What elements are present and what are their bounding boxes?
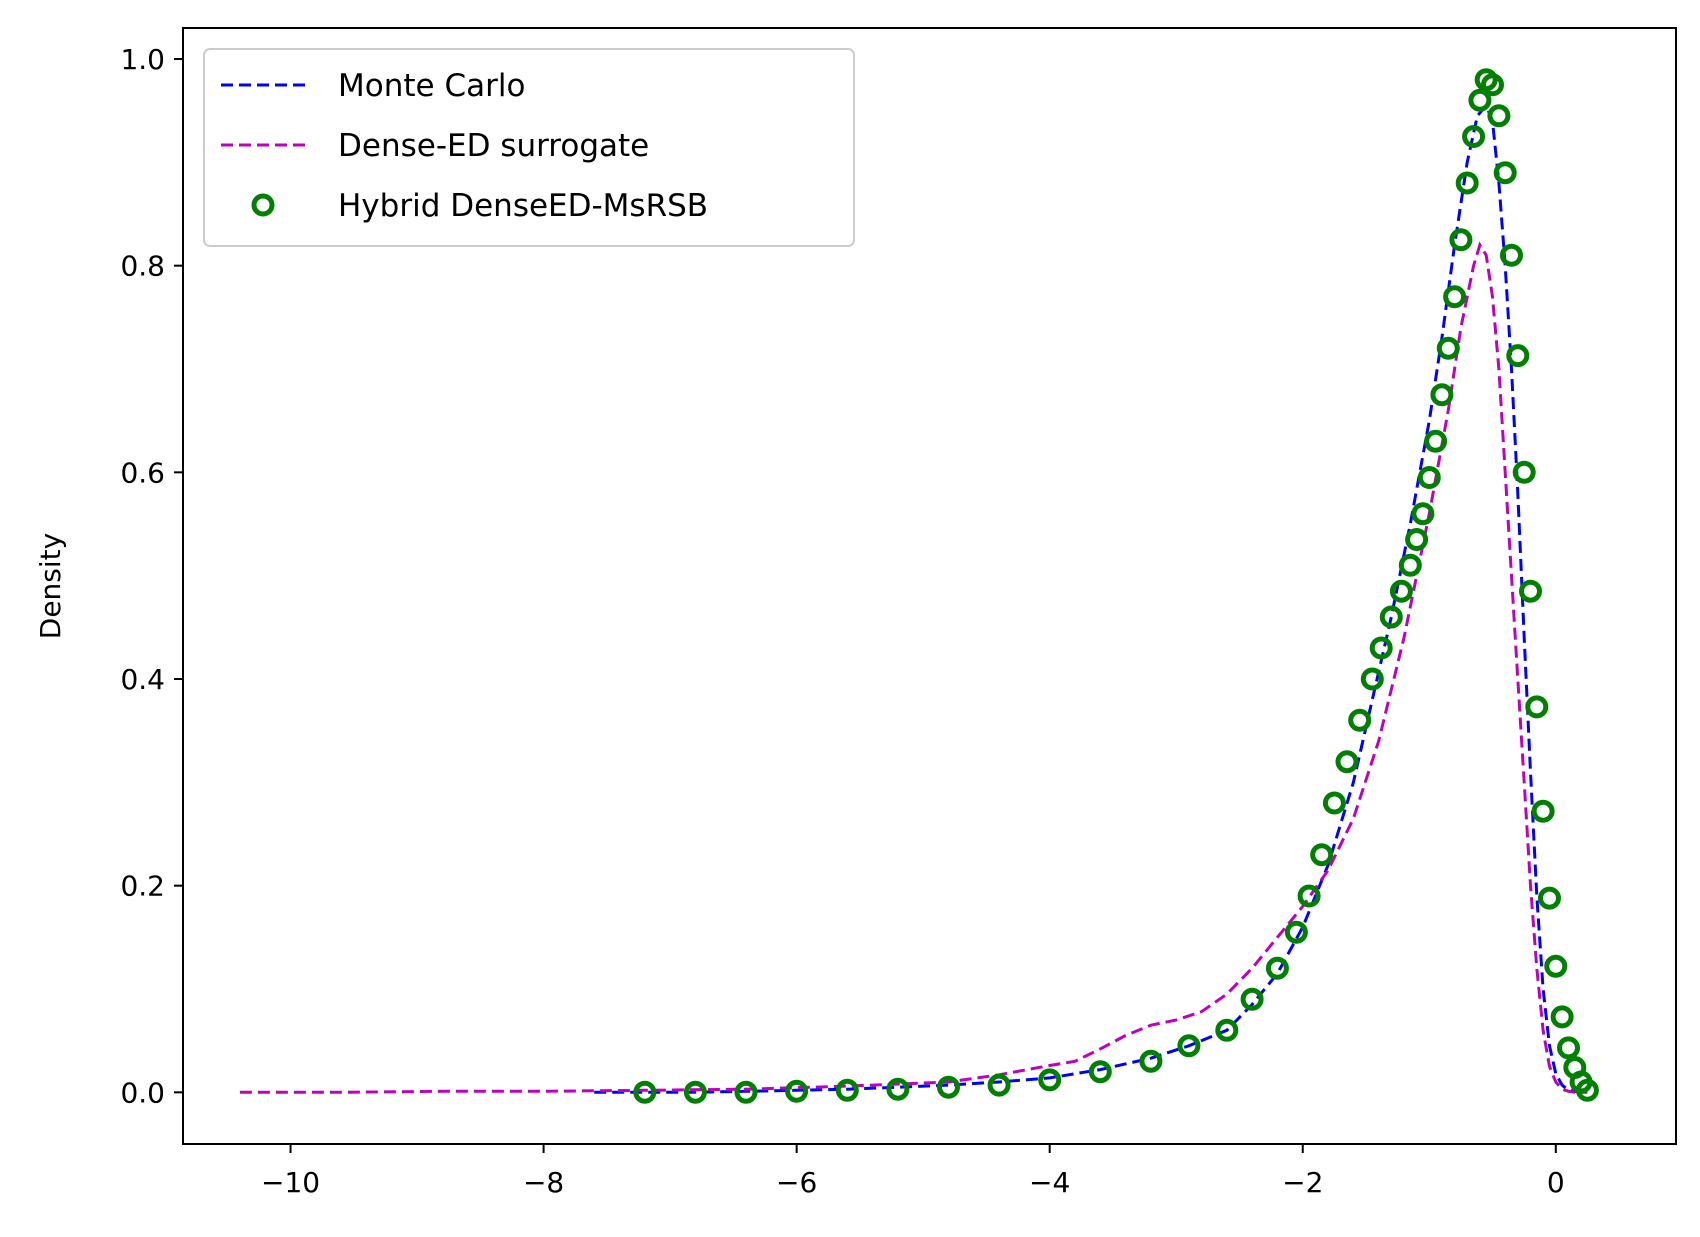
data-point xyxy=(1493,161,1517,185)
y-tick-label: 0.6 xyxy=(120,456,165,489)
data-point xyxy=(1481,73,1504,97)
data-point xyxy=(1389,579,1413,603)
data-point xyxy=(734,1080,758,1104)
y-axis-label: Density xyxy=(34,533,67,639)
data-point xyxy=(1335,750,1359,774)
data-point xyxy=(1398,553,1422,577)
data-point xyxy=(1468,88,1492,112)
data-point xyxy=(1487,104,1511,128)
legend-label: Monte Carlo xyxy=(338,68,525,104)
data-point xyxy=(1449,228,1473,252)
legend: Monte Carlo Dense-ED surrogate Hybrid Dens… xyxy=(203,48,855,247)
y-tick-label: 0.0 xyxy=(120,1076,165,1109)
series-line-1 xyxy=(239,241,1588,1094)
x-tick-label: −6 xyxy=(776,1166,817,1199)
series-layer xyxy=(239,68,1599,1104)
data-point xyxy=(1379,605,1403,629)
data-point xyxy=(886,1077,910,1101)
x-axis: −10 −8 −6 −4 −2 0 xyxy=(261,1144,1565,1199)
y-tick-label: 1.0 xyxy=(120,43,165,76)
x-tick-label: −4 xyxy=(1029,1166,1070,1199)
x-tick-label: 0 xyxy=(1547,1166,1565,1199)
data-point xyxy=(1575,1078,1599,1102)
data-point xyxy=(1215,1018,1239,1042)
legend-label: Hybrid DenseED-MsRSB xyxy=(338,188,708,224)
legend-label: Dense-ED surrogate xyxy=(338,128,649,164)
data-point xyxy=(1512,460,1536,484)
y-axis: 0.0 0.2 0.4 0.6 0.8 1.0 xyxy=(120,43,183,1109)
data-point xyxy=(1310,843,1334,867)
data-point xyxy=(1443,285,1467,309)
data-point xyxy=(1500,243,1523,267)
data-point xyxy=(1322,791,1346,815)
data-point xyxy=(937,1075,960,1099)
data-point xyxy=(1369,636,1393,660)
y-tick-label: 0.8 xyxy=(120,250,165,283)
data-point xyxy=(1265,956,1289,980)
x-tick-label: −2 xyxy=(1282,1166,1323,1199)
data-point xyxy=(1550,1005,1574,1029)
data-point xyxy=(1411,502,1435,526)
data-point xyxy=(1455,171,1479,195)
data-point xyxy=(1525,695,1549,719)
data-point xyxy=(1531,799,1555,823)
data-point xyxy=(1038,1068,1062,1092)
data-point xyxy=(1544,954,1568,978)
data-point xyxy=(1557,1036,1580,1060)
x-tick-label: −8 xyxy=(523,1166,564,1199)
data-point xyxy=(1436,336,1460,360)
data-point xyxy=(1417,466,1441,489)
data-point xyxy=(1360,667,1384,691)
legend-box xyxy=(203,48,855,247)
data-point xyxy=(1088,1060,1112,1084)
data-point xyxy=(1139,1049,1163,1073)
data-point xyxy=(1519,579,1542,603)
data-point xyxy=(633,1080,657,1104)
data-point xyxy=(1424,429,1448,453)
data-point xyxy=(987,1073,1011,1097)
data-point xyxy=(1405,528,1429,551)
x-tick-label: −10 xyxy=(261,1166,320,1199)
data-point xyxy=(1462,125,1486,148)
y-tick-label: 0.4 xyxy=(120,663,165,696)
data-point xyxy=(1284,920,1308,944)
data-point xyxy=(683,1080,707,1104)
data-point xyxy=(835,1078,859,1102)
legend-swatch xyxy=(251,193,275,217)
data-point xyxy=(1506,344,1530,368)
y-tick-label: 0.2 xyxy=(120,870,165,903)
data-point xyxy=(1348,708,1372,732)
data-point xyxy=(1240,987,1264,1011)
data-point xyxy=(1538,886,1561,910)
plot-area-frame xyxy=(182,27,1677,1145)
data-point xyxy=(1177,1034,1201,1058)
data-point xyxy=(1430,383,1454,407)
data-point xyxy=(1297,884,1321,908)
data-point xyxy=(785,1079,809,1103)
